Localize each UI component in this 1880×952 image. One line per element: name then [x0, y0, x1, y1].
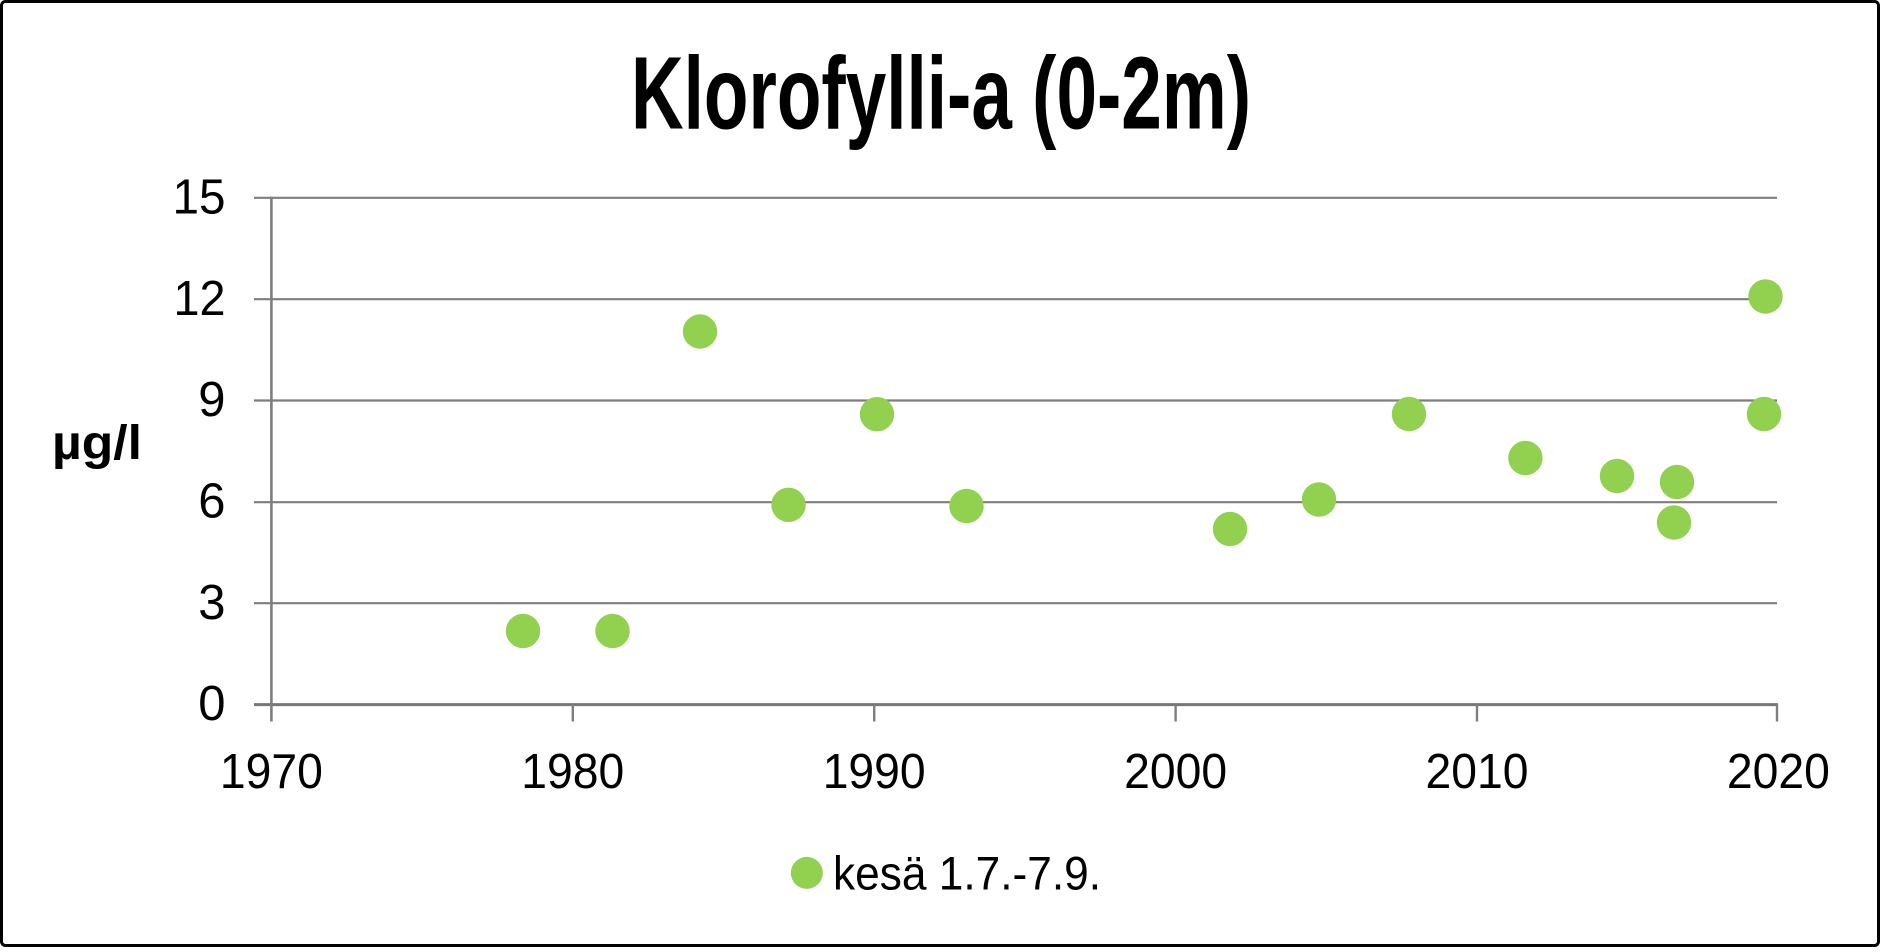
- svg-text:15: 15: [173, 170, 226, 224]
- svg-text:2020: 2020: [1727, 744, 1830, 799]
- svg-text:3: 3: [198, 576, 225, 630]
- svg-text:0: 0: [198, 677, 225, 731]
- svg-text:12: 12: [174, 272, 226, 326]
- svg-text:2010: 2010: [1426, 744, 1529, 799]
- svg-text:6: 6: [198, 475, 225, 529]
- svg-text:1990: 1990: [823, 744, 926, 799]
- svg-text:2000: 2000: [1124, 744, 1227, 799]
- svg-text:1980: 1980: [521, 744, 624, 799]
- svg-text:1970: 1970: [220, 744, 323, 799]
- svg-text:Klorofylli-a (0-2m): Klorofylli-a (0-2m): [631, 35, 1251, 150]
- svg-text:kesä 1.7.-7.9.: kesä 1.7.-7.9.: [833, 847, 1101, 900]
- svg-text:9: 9: [198, 373, 225, 427]
- svg-text:µg/l: µg/l: [52, 416, 142, 470]
